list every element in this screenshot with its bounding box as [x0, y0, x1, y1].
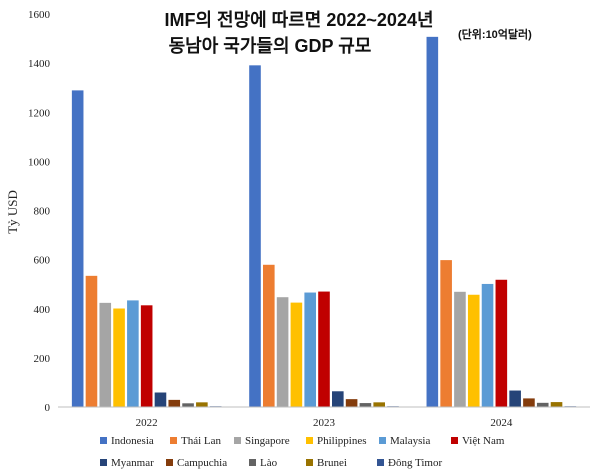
legend-swatch-6 — [100, 459, 107, 466]
bar-2022-1 — [85, 275, 98, 407]
y-tick-label-1400: 1400 — [28, 58, 51, 70]
bar-2024-6 — [509, 390, 521, 407]
legend-label-4: Malaysia — [390, 435, 430, 447]
legend-swatch-8 — [249, 459, 256, 466]
legend-label-1: Thái Lan — [181, 435, 222, 447]
bar-2022-4 — [127, 300, 139, 407]
legend-swatch-2 — [234, 437, 241, 444]
bar-2024-0 — [426, 36, 439, 407]
x-tick-label-2022: 2022 — [136, 417, 158, 429]
y-tick-label-800: 800 — [34, 206, 51, 218]
y-tick-label-1200: 1200 — [28, 107, 51, 119]
legend-label-7: Campuchia — [177, 457, 227, 469]
legend-swatch-5 — [451, 437, 458, 444]
y-tick-label-1000: 1000 — [28, 156, 51, 168]
chart-title-line1: IMF의 전망에 따르면 2022~2024년 — [164, 10, 433, 30]
x-tick-label-2024: 2024 — [490, 417, 513, 429]
legend-label-9: Brunei — [317, 457, 347, 469]
bar-2024-1 — [440, 260, 452, 407]
legend-label-3: Philippines — [317, 435, 367, 447]
bars-layer — [71, 36, 577, 407]
bar-2023-0 — [249, 65, 261, 407]
legend: Indonesia Thái Lan Singapore Philippines Mal… — [100, 435, 505, 469]
bar-2024-5 — [495, 279, 508, 407]
y-tick-label-200: 200 — [34, 353, 51, 365]
x-tick-label-2023: 2023 — [313, 417, 336, 429]
bar-2022-6 — [154, 392, 167, 407]
bar-2023-2 — [276, 297, 289, 407]
legend-swatch-3 — [306, 437, 313, 444]
legend-label-0: Indonesia — [111, 435, 154, 447]
bar-2023-9 — [373, 402, 385, 407]
bar-2023-8 — [359, 403, 372, 407]
bar-2023-4 — [304, 292, 316, 407]
legend-label-10: Đông Timor — [388, 457, 442, 469]
bar-2022-5 — [140, 305, 153, 407]
bar-2024-2 — [454, 291, 466, 407]
bar-2024-8 — [536, 402, 549, 407]
bar-2022-2 — [99, 302, 112, 407]
bar-2023-5 — [318, 291, 330, 407]
y-tick-label-600: 600 — [34, 255, 51, 267]
bar-2024-4 — [481, 283, 494, 407]
legend-swatch-0 — [100, 437, 107, 444]
x-axis-ticks: 2022 2023 2024 — [136, 417, 513, 429]
y-axis-label: Tỷ USD — [5, 190, 20, 234]
legend-swatch-10 — [377, 459, 384, 466]
bar-2022-9 — [196, 402, 208, 407]
chart-title-line2: 동남아 국가들의 GDP 규모 — [169, 36, 372, 56]
bar-2022-7 — [168, 399, 181, 407]
y-axis-ticks: 0 200 400 600 800 1000 1200 1400 1600 — [28, 9, 51, 414]
legend-label-8: Lào — [260, 457, 278, 469]
bar-2023-6 — [332, 391, 344, 407]
legend-label-5: Việt Nam — [462, 435, 505, 447]
bar-2024-7 — [523, 398, 535, 407]
legend-swatch-7 — [166, 459, 173, 466]
bar-2022-0 — [71, 90, 84, 407]
y-tick-label-0: 0 — [45, 402, 51, 414]
legend-swatch-4 — [379, 437, 386, 444]
bar-2023-1 — [263, 264, 275, 407]
bar-2024-9 — [550, 402, 563, 407]
legend-label-2: Singapore — [245, 435, 290, 447]
legend-label-6: Myanmar — [111, 457, 154, 469]
legend-swatch-9 — [306, 459, 313, 466]
bar-2022-8 — [182, 403, 194, 407]
bar-2023-7 — [345, 399, 358, 407]
unit-note: (단위:10억달러) — [458, 27, 532, 41]
bar-2024-3 — [467, 294, 480, 407]
legend-swatch-1 — [170, 437, 177, 444]
y-tick-label-400: 400 — [34, 304, 51, 316]
bar-2022-3 — [113, 308, 125, 407]
y-tick-label-1600: 1600 — [28, 9, 51, 21]
bar-2023-3 — [290, 302, 303, 407]
